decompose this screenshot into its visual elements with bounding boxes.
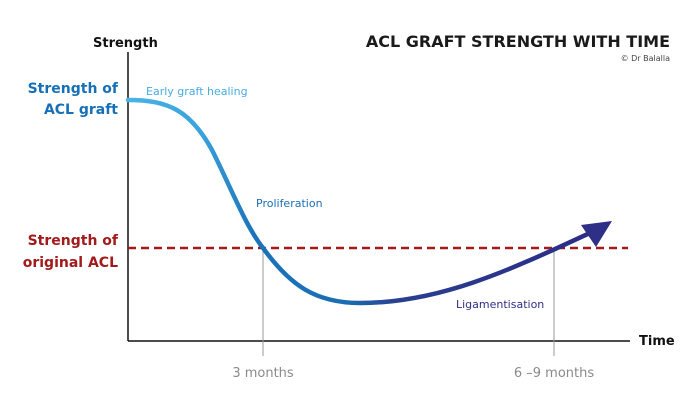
chart-credit: © Dr Balalla (621, 54, 670, 63)
x-tick-label-3-months: 3 months (232, 366, 294, 381)
graft-strength-label-line2: ACL graft (44, 102, 118, 118)
phase-label-early-graft-healing: Early graft healing (146, 85, 248, 98)
y-axis-title: Strength (93, 36, 158, 51)
graft-strength-label-line1: Strength of (28, 81, 119, 97)
graft-strength-curve (125, 97, 595, 306)
chart-title: ACL GRAFT STRENGTH WITH TIME (366, 32, 670, 51)
original-strength-label-line2: original ACL (23, 255, 118, 271)
x-axis-title: Time (639, 334, 675, 349)
phase-label-ligamentisation: Ligamentisation (456, 298, 544, 311)
phase-label-proliferation: Proliferation (256, 197, 323, 210)
curve-arrowhead (581, 221, 612, 247)
original-strength-label-line1: Strength of (28, 233, 119, 249)
x-tick-label-6-9-months: 6 –9 months (514, 366, 594, 381)
